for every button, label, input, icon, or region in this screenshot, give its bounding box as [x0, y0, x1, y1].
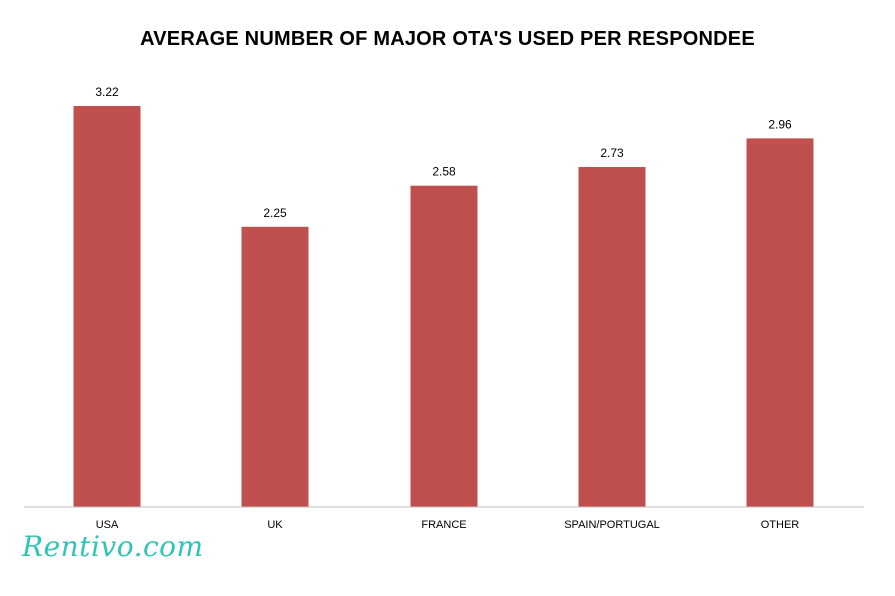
data-label: 3.22	[95, 85, 119, 99]
data-label: 2.58	[432, 165, 456, 179]
x-tick-label: USA	[96, 519, 119, 531]
x-tick-label: OTHER	[761, 519, 800, 531]
bar-uk	[241, 226, 309, 507]
data-label: 2.73	[600, 146, 624, 160]
x-tick-label: FRANCE	[421, 519, 466, 531]
bar-france	[410, 185, 478, 508]
bar-usa	[73, 106, 141, 507]
bar-spain-portugal	[578, 167, 646, 508]
bar-other	[746, 138, 814, 507]
labels-group: 3.22 USA 2.25 UK 2.58 FRANCE 2.73 SPAIN/PORTUGA…	[95, 85, 799, 531]
x-tick-label: UK	[267, 519, 283, 531]
data-label: 2.96	[768, 117, 792, 131]
chart-title: AVERAGE NUMBER OF MAJOR OTA'S USED PER R…	[140, 28, 755, 50]
watermark-logo: Rentivo.com	[22, 530, 204, 563]
x-tick-label: SPAIN/PORTUGAL	[564, 519, 660, 531]
data-label: 2.25	[263, 206, 287, 220]
bars-group	[73, 106, 814, 508]
